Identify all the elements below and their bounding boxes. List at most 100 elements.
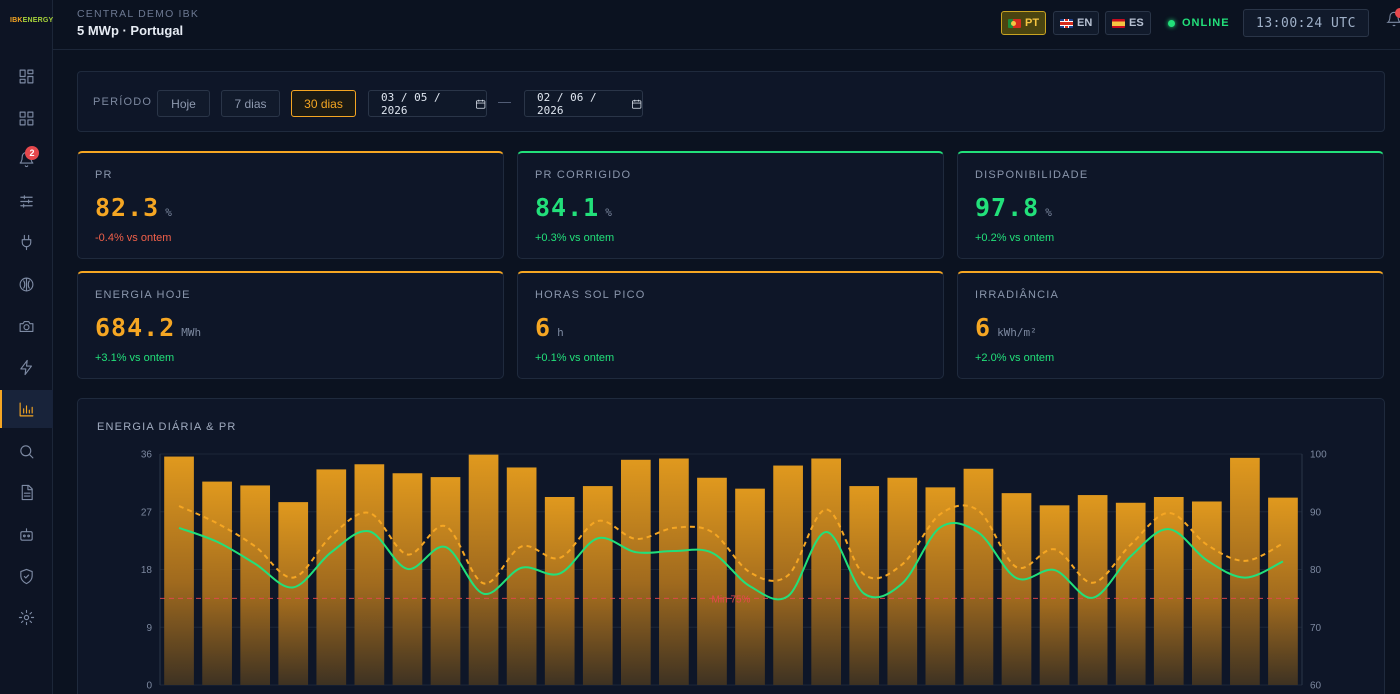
energy-bar <box>506 467 537 685</box>
date-to-input[interactable]: 02 / 06 / 2026 <box>524 90 643 117</box>
energy-bar <box>659 458 689 685</box>
kpi-label: DISPONIBILIDADE <box>975 169 1089 181</box>
right-axis-tick-label: 70 <box>1310 623 1322 634</box>
alerts-badge: 2 <box>25 146 39 160</box>
lang-pt-label: PT <box>1025 17 1040 29</box>
kpi-value: 684.2 <box>95 313 176 342</box>
brand-logo[interactable]: IBKENERGY <box>10 17 53 29</box>
energy-bar <box>164 456 194 685</box>
lang-es-button[interactable]: ES <box>1105 11 1151 35</box>
energy-bar <box>278 502 309 685</box>
status-dot-icon <box>1168 19 1175 27</box>
period-label: PERÍODO <box>93 96 153 108</box>
lang-en-label: EN <box>1077 17 1093 29</box>
sidebar-item-energy[interactable] <box>0 348 53 386</box>
energy-pr-chart: Min 75% 0 9 18 27 36 60 70 80 90 100 <box>141 450 1327 692</box>
bell-icon <box>1386 11 1400 27</box>
period-selector: PERÍODO Hoje 7 dias 30 dias 03 / 05 / 20… <box>77 71 1385 132</box>
energy-bar <box>1153 496 1184 685</box>
date-separator: — <box>498 94 511 109</box>
sidebar-item-security[interactable] <box>0 557 53 595</box>
energy-bar <box>697 477 727 685</box>
sidebar-item-search[interactable] <box>0 432 53 470</box>
kpi-unit: kWh/m² <box>997 326 1037 339</box>
energy-bar <box>1001 493 1032 685</box>
lang-en-button[interactable]: EN <box>1053 11 1100 35</box>
kpi-value: 84.1 <box>535 193 600 222</box>
energy-bar <box>392 473 423 685</box>
notifications-button[interactable] <box>1386 8 1400 33</box>
kpi-card-irradiancia: IRRADIÂNCIA 6 kWh/m² +2.0% vs ontem <box>957 271 1384 379</box>
sidebar-item-grid[interactable] <box>0 99 53 137</box>
document-icon <box>21 484 33 500</box>
plant-subtitle: CENTRAL DEMO IBK <box>77 8 200 20</box>
calendar-icon <box>631 99 641 109</box>
logo-text-a: IBK <box>10 17 23 24</box>
kpi-card-energia-hoje: ENERGIA HOJE 684.2 MWh +3.1% vs ontem <box>77 271 504 379</box>
sidebar-item-settings[interactable] <box>0 598 53 636</box>
threshold-label: Min 75% <box>712 594 751 605</box>
sidebar-item-dashboard[interactable] <box>0 57 53 95</box>
kpi-label: IRRADIÂNCIA <box>975 289 1060 301</box>
date-to-value: 02 / 06 / 2026 <box>537 90 597 117</box>
kpi-delta: +0.2% vs ontem <box>975 232 1055 244</box>
energy-bar <box>1230 457 1260 685</box>
date-from-input[interactable]: 03 / 05 / 2026 <box>368 90 487 117</box>
kpi-card-pr: PR 82.3% -0.4% vs ontem <box>77 151 504 259</box>
energy-bar <box>240 485 271 685</box>
kpi-label: HORAS SOL PICO <box>535 289 646 301</box>
sidebar-item-alerts[interactable]: 2 <box>0 140 53 178</box>
kpi-unit: % <box>165 206 172 219</box>
logo-text-b: ENERGY <box>22 17 54 24</box>
sidebar-item-camera[interactable] <box>0 307 53 345</box>
kpi-delta: -0.4% vs ontem <box>95 232 172 244</box>
energy-bar <box>468 454 499 685</box>
grid-icon <box>19 111 34 125</box>
kpi-unit: MWh <box>181 326 202 339</box>
lang-pt-button[interactable]: PT <box>1001 11 1047 35</box>
chart-title: ENERGIA DIÁRIA & PR <box>97 421 237 433</box>
right-axis-tick-label: 100 <box>1310 450 1327 461</box>
energy-bar <box>925 487 956 685</box>
search-icon <box>20 444 34 458</box>
utc-clock: 13:00:24 UTC <box>1243 9 1369 37</box>
left-axis-tick-label: 36 <box>141 450 153 461</box>
energy-bar <box>963 468 994 685</box>
sidebar-item-reports[interactable] <box>0 473 53 511</box>
kpi-unit: % <box>605 206 612 219</box>
bar-chart-icon <box>19 402 34 416</box>
energy-bar <box>849 486 880 685</box>
top-bar: CENTRAL DEMO IBK 5 MWp · Portugal PT EN … <box>53 0 1400 50</box>
sidebar-item-analytics[interactable] <box>0 390 53 428</box>
kpi-delta: +0.3% vs ontem <box>535 232 615 244</box>
energy-bar <box>544 496 575 685</box>
sidebar-item-plug[interactable] <box>0 223 53 261</box>
period-today-button[interactable]: Hoje <box>157 90 210 117</box>
flag-pt-icon <box>1008 18 1021 28</box>
bolt-icon <box>20 359 33 375</box>
status-indicator: ONLINE <box>1168 17 1230 29</box>
energy-bar <box>582 486 613 685</box>
left-axis-tick-label: 27 <box>141 507 153 518</box>
brain-icon <box>19 277 34 291</box>
kpi-value: 97.8 <box>975 193 1040 222</box>
energy-bar <box>1039 505 1070 685</box>
sidebar-item-ai[interactable] <box>0 265 53 303</box>
kpi-unit: h <box>557 326 564 339</box>
sliders-icon <box>20 194 33 208</box>
kpi-card-disponibilidade: DISPONIBILIDADE 97.8% +0.2% vs ontem <box>957 151 1384 259</box>
sidebar-item-settings-sliders[interactable] <box>0 182 53 220</box>
energy-pr-chart-card: ENERGIA DIÁRIA & PR Min 75% 0 9 18 27 36 60 70… <box>77 398 1385 694</box>
energy-bar <box>811 458 842 685</box>
pr-dashed-line <box>178 504 1284 585</box>
period-30d-button[interactable]: 30 dias <box>291 90 356 117</box>
notifications-badge <box>1395 8 1400 18</box>
sidebar-item-automation[interactable] <box>0 515 53 553</box>
kpi-label: PR <box>95 169 113 181</box>
energy-bar <box>1115 502 1146 685</box>
energy-bar <box>887 477 918 685</box>
period-7d-button[interactable]: 7 dias <box>221 90 280 117</box>
lang-es-label: ES <box>1129 17 1144 29</box>
gear-icon <box>18 609 35 625</box>
